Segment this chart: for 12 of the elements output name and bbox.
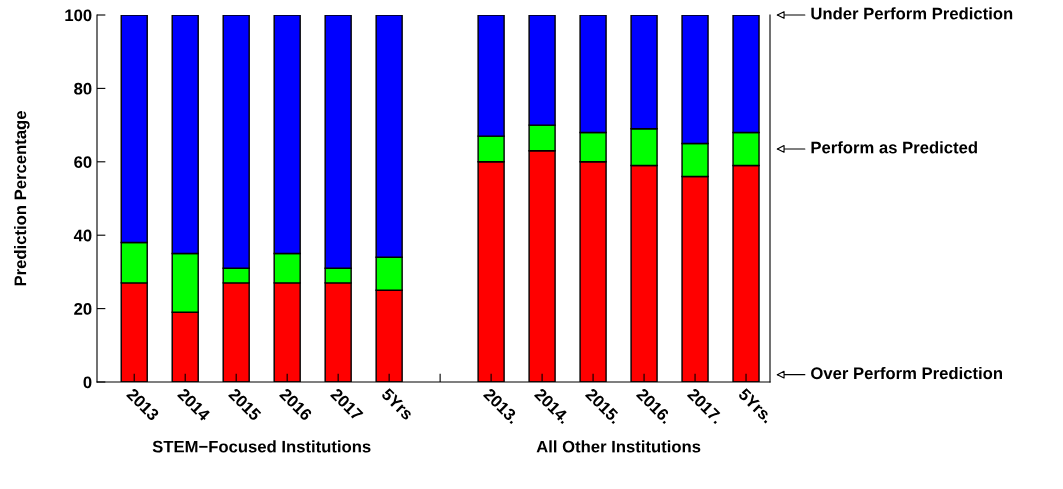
- y-tick-label: 20: [74, 303, 92, 315]
- y-axis-title: Prediction Percentage: [14, 111, 30, 286]
- y-tick-label: 40: [73, 229, 92, 242]
- text: All Other Institutions: [536, 440, 701, 453]
- y-tick-label: 0: [83, 376, 92, 389]
- text: STEM−Focused Institutions: [152, 440, 371, 453]
- y-tick-label: 60: [74, 156, 92, 168]
- legend-label: Under Perform Prediction: [811, 7, 1013, 20]
- y-tick-label: 80: [74, 82, 92, 95]
- legend-label: Perform as Predicted: [811, 141, 977, 154]
- y-tick-label: 100: [65, 9, 92, 22]
- legend-label: Over Perform Prediction: [811, 366, 1002, 380]
